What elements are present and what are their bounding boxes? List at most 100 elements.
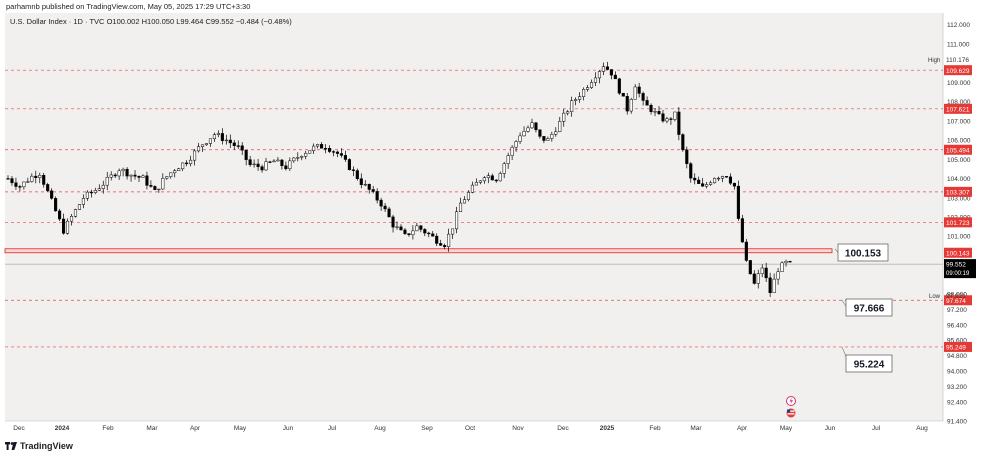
candle-body [709, 182, 713, 185]
time-tick-label: May [780, 425, 793, 432]
candle-body [272, 160, 276, 163]
candle-body [514, 141, 518, 148]
candle-body [562, 112, 566, 122]
candle-body [105, 177, 109, 186]
current-price-badge [944, 259, 976, 279]
price-tick-label: 101.000 [947, 234, 971, 241]
level-badge [944, 341, 972, 352]
candle-body [256, 163, 260, 167]
candle-body [701, 183, 705, 187]
candle-body [296, 157, 300, 159]
level-badge [944, 247, 972, 258]
candle-body [181, 162, 185, 170]
candle-body [764, 267, 768, 279]
candle-body [522, 131, 526, 137]
level-badge-label: 97.674 [946, 298, 966, 305]
candle-body [153, 186, 157, 191]
candle-body [451, 228, 455, 235]
candle-body [466, 192, 471, 200]
candle-body [431, 233, 435, 237]
candle-body [689, 163, 693, 179]
flag-stripe [787, 410, 795, 412]
candle-body [494, 179, 498, 182]
level-badge [944, 144, 972, 155]
candle-body [224, 139, 228, 142]
candle-body [109, 174, 113, 178]
high-marker-badge [944, 54, 972, 65]
candle-body [593, 77, 598, 83]
candle-body [482, 177, 486, 182]
candle-body [280, 159, 284, 167]
candle-body [387, 208, 391, 218]
candle-body [391, 216, 395, 228]
level-badge-label: 95.249 [946, 345, 966, 352]
candle-body [510, 146, 514, 156]
candle-body [411, 230, 415, 236]
candle-body [212, 134, 216, 140]
candle-body [617, 78, 621, 94]
candle-body [589, 82, 594, 88]
candle-body [22, 181, 26, 188]
candle-body [776, 271, 780, 280]
ohlc-close: C99.552 [205, 17, 234, 26]
candle-body [101, 184, 105, 189]
candle-body [629, 99, 633, 112]
time-tick-label: Apr [190, 425, 201, 432]
candle-body [173, 170, 177, 174]
candle-body [653, 111, 657, 113]
time-tick-label: Apr [737, 425, 748, 432]
candle-body [736, 185, 740, 219]
candle-body [657, 111, 661, 115]
candle-body [669, 118, 673, 120]
price-tick-label: 94.000 [947, 368, 967, 375]
ohlc-change: −0.484 (−0.48%) [235, 17, 292, 26]
candle-body [574, 99, 578, 101]
annotation-label: 100.153 [845, 249, 882, 260]
tradingview-footer[interactable]: TradingView [5, 441, 73, 451]
candle-body [308, 150, 312, 154]
current-price-value: 99.552 [946, 262, 966, 269]
level-badge-label: 101.723 [946, 220, 970, 227]
candle-body [625, 95, 629, 112]
candle-body [415, 225, 419, 232]
candle-body [367, 184, 371, 190]
candle-body [89, 191, 93, 194]
candle-body [403, 229, 407, 234]
price-tick-label: 93.200 [947, 384, 967, 391]
candle-body [649, 104, 653, 112]
candle-body [605, 66, 609, 70]
candle-body [133, 174, 137, 177]
price-tick-label: 103.000 [947, 195, 971, 202]
candle-body [705, 184, 709, 187]
flag-stripe [787, 413, 795, 415]
price-tick-label: 105.000 [947, 157, 971, 164]
candle-body [744, 241, 748, 261]
candle-body [157, 188, 161, 191]
annotation-box [837, 243, 889, 262]
time-tick-label: Jun [283, 425, 294, 432]
price-tick-label: 106.000 [947, 138, 971, 145]
candle-body [474, 182, 478, 186]
candle-body [359, 178, 363, 185]
candle-body [93, 190, 97, 193]
candle-body [665, 118, 669, 122]
time-tick-label: Dec [13, 425, 25, 432]
level-badge-label: 100.143 [946, 250, 970, 257]
candle-body [232, 142, 236, 146]
level-badge-label: 109.629 [946, 68, 970, 75]
candle-body [54, 198, 58, 212]
time-tick-label: May [234, 425, 247, 432]
candle-body [276, 159, 280, 162]
candle-body [30, 175, 34, 182]
candle-body [58, 210, 62, 220]
high-marker-value: 110.176 [946, 57, 969, 64]
lightning-glyph [789, 397, 793, 405]
candle-body [216, 133, 220, 135]
candle-body [351, 169, 355, 171]
candle-body [343, 155, 347, 160]
candle-body [542, 136, 546, 141]
chart-plot-area[interactable] [5, 13, 943, 421]
candle-body [312, 145, 316, 152]
candle-body [613, 74, 617, 80]
